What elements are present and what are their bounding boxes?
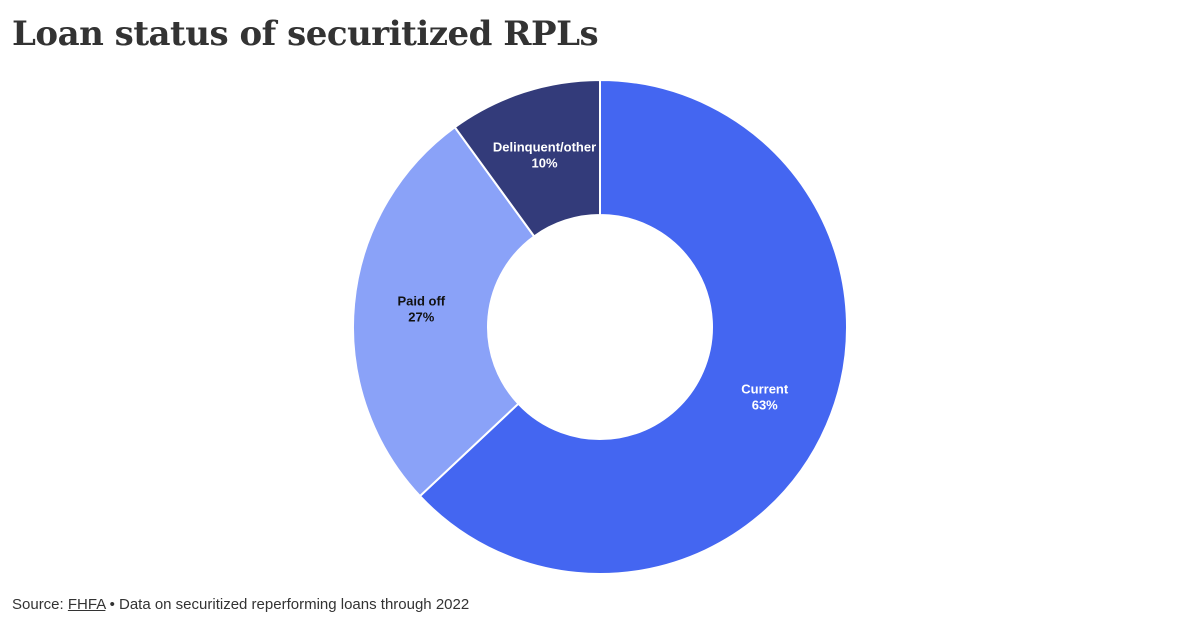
footer: Source: FHFA • Data on securitized reper… [12, 596, 469, 613]
chart-title: Loan status of securitized RPLs [12, 14, 599, 54]
source-note: • Data on securitized reperforming loans… [109, 596, 470, 613]
donut-slice [453, 78, 601, 238]
source-label: Source: [12, 596, 64, 613]
slice-label: Paid off [397, 294, 445, 309]
slice-value-label: 63% [752, 398, 778, 413]
slice-label: Delinquent/other [493, 140, 596, 155]
slice-label: Current [741, 382, 789, 397]
donut-slice [352, 125, 536, 498]
slice-value-label: 27% [408, 310, 434, 325]
slice-value-label: 10% [532, 156, 558, 171]
source-link[interactable]: FHFA [67, 596, 106, 613]
donut-slice [418, 78, 848, 575]
